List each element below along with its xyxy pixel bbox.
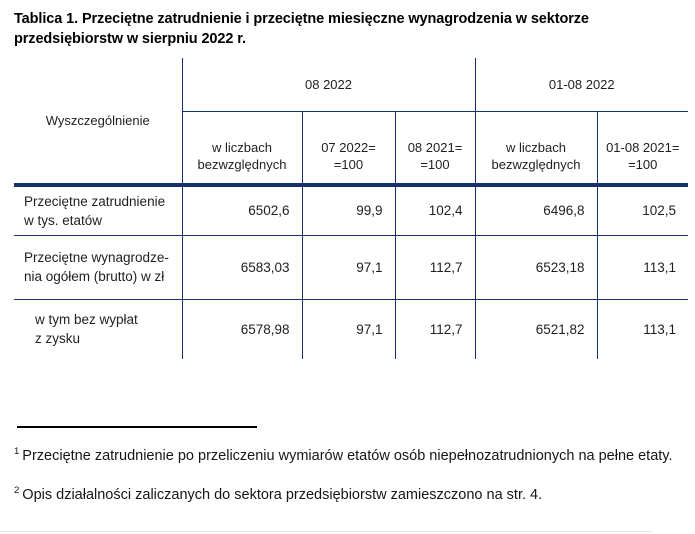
column-header-absolute-01-08-2022: w liczbach bezwzględnych <box>474 111 597 185</box>
row-label-employment: Przeciętne zatrudnienie w tys. etatów <box>14 183 182 235</box>
column-header-absolute-08-2022: w liczbach bezwzględnych <box>181 111 302 185</box>
stub-header: Wyszczególnienie <box>45 113 150 128</box>
footnote-divider <box>17 426 257 428</box>
column-subheader-row: w liczbach bezwzględnych 07 2022= =100 0… <box>14 111 688 185</box>
footnote-2: 2 Opis działalności zaliczanych do sektor… <box>14 480 674 506</box>
column-header-01-08-2021-base: 01-08 2021= =100 <box>596 111 688 185</box>
column-header-07-2022-base: 07 2022= =100 <box>301 111 395 185</box>
cell-value: 99,9 <box>301 183 395 235</box>
cell-value: 6578,98 <box>181 298 302 359</box>
cell-value: 6521,82 <box>474 298 597 359</box>
column-group-01-08-2022: 01-08 2022 <box>474 58 688 112</box>
column-group-08-2022: 08 2022 <box>181 58 475 112</box>
cell-value: 102,4 <box>394 183 475 235</box>
row-label-wages-without-profit: w tym bez wypłat z zysku <box>14 298 182 359</box>
table-title: Tablica 1. Przeciętne zatrudnienie i prz… <box>14 11 589 47</box>
footnote-1-marker: 1 <box>14 446 20 457</box>
cell-value: 97,1 <box>301 234 395 299</box>
cell-value: 6523,18 <box>474 234 597 299</box>
footnote-1: 1 Przeciętne zatrudnienie po przeliczeniu… <box>14 441 674 467</box>
footnote-2-marker: 2 <box>14 484 20 496</box>
cell-value: 6496,8 <box>474 183 597 235</box>
cell-value: 112,7 <box>394 298 475 359</box>
footnote-2-text: Opis działalności zaliczanych do sektora… <box>22 486 543 503</box>
cell-value: 97,1 <box>301 298 395 359</box>
cell-value: 112,7 <box>394 234 475 299</box>
footnote-1-text: Przeciętne zatrudnienie po przeliczeniu … <box>22 447 673 464</box>
cell-value: 6583,03 <box>181 234 302 299</box>
table-row-gross-wages: Przeciętne wynagrodze- nia ogółem (brutt… <box>14 234 688 299</box>
cell-value: 102,5 <box>596 183 688 235</box>
row-label-gross-wages: Przeciętne wynagrodze- nia ogółem (brutt… <box>14 234 182 299</box>
cell-value: 113,1 <box>596 298 688 359</box>
column-header-08-2021-base: 08 2021= =100 <box>394 111 475 185</box>
table-row-wages-without-profit: w tym bez wypłat z zysku 6578,98 97,1 11… <box>14 298 688 359</box>
cell-value: 6502,6 <box>181 183 302 235</box>
table-row-employment: Przeciętne zatrudnienie w tys. etatów 65… <box>14 183 688 235</box>
column-group-row: Wyszczególnienie 08 2022 01-08 2022 <box>14 58 688 128</box>
statistics-table: Wyszczególnienie 08 2022 01-08 2022 w li… <box>14 58 688 359</box>
page-bottom-divider <box>0 531 652 532</box>
cell-value: 113,1 <box>596 234 688 299</box>
